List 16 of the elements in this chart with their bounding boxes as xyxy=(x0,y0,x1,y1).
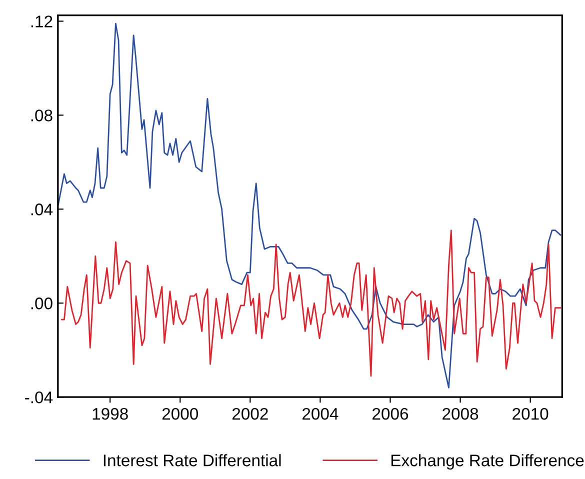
y-tick-label: -.04 xyxy=(25,391,53,404)
y-tick-label: .00 xyxy=(31,298,52,310)
x-tick-label: 2008 xyxy=(442,408,478,420)
line-series xyxy=(61,230,562,377)
y-tick-label: .12 xyxy=(31,16,52,28)
x-tick-label: 1998 xyxy=(92,408,128,420)
x-tick-label: 2010 xyxy=(512,408,548,420)
y-tick-label: .08 xyxy=(31,110,52,122)
x-tick-label: 2004 xyxy=(302,408,338,420)
line-series xyxy=(58,22,562,388)
y-tick-label: .04 xyxy=(31,204,53,216)
x-tick-label: 2006 xyxy=(372,408,408,420)
x-tick-label: 2002 xyxy=(232,408,268,420)
legend-label: Interest Rate Differential xyxy=(104,454,281,466)
x-tick-label: 2000 xyxy=(162,408,198,420)
legend-label: Exchange Rate Difference xyxy=(391,454,584,470)
